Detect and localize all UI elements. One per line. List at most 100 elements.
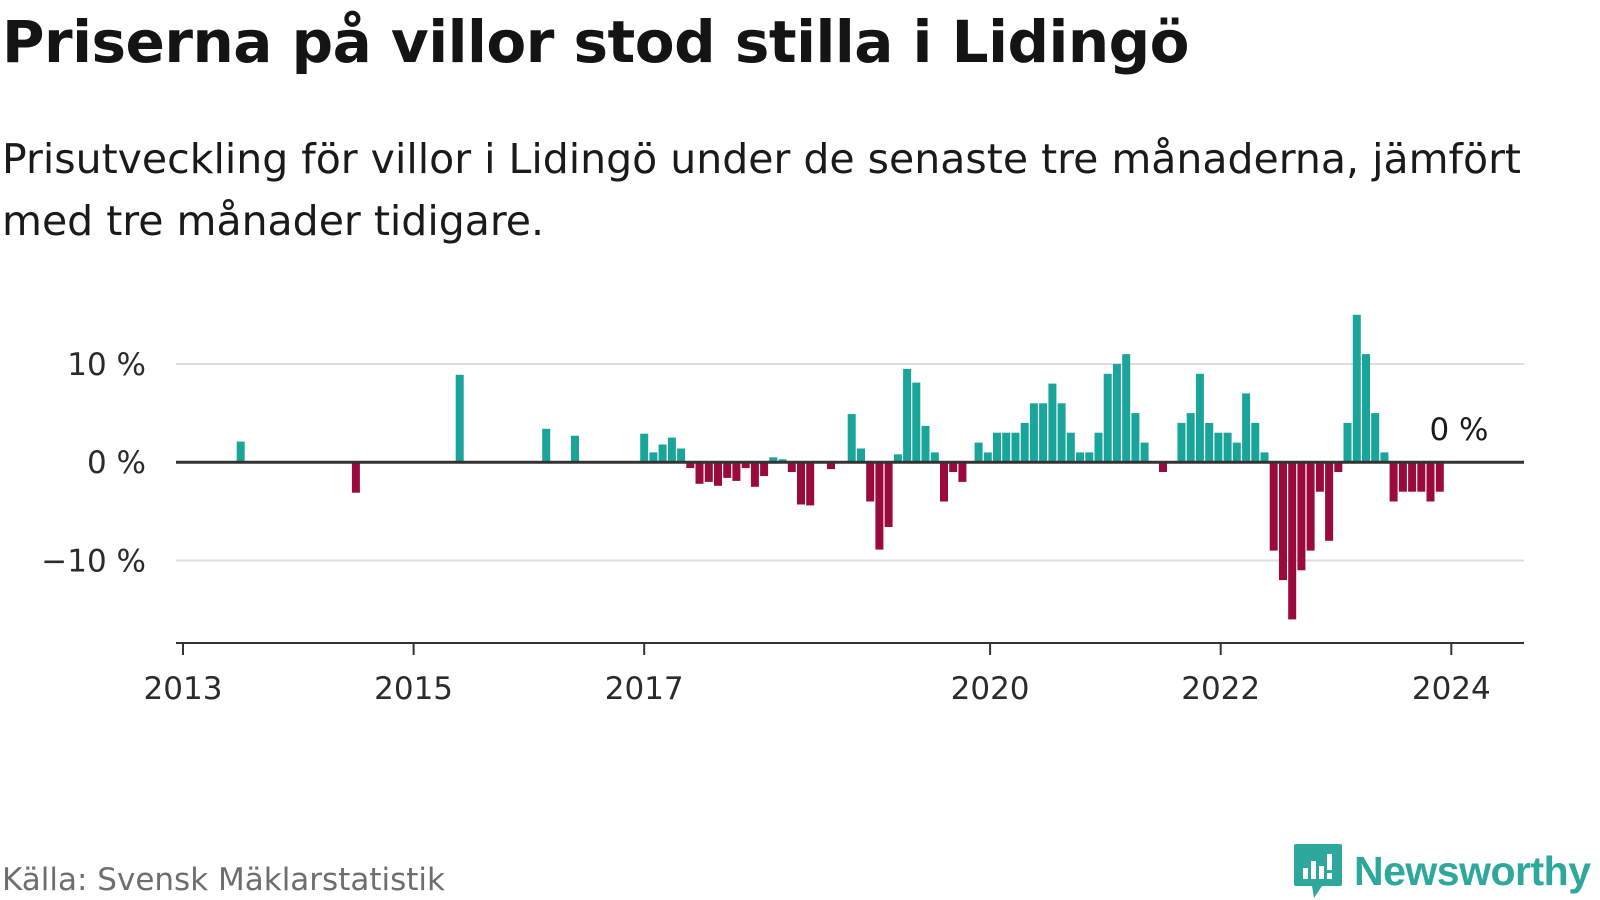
bar <box>714 462 722 486</box>
axes <box>176 460 1524 655</box>
chart-subtitle: Prisutveckling för villor i Lidingö unde… <box>2 135 1522 245</box>
bars <box>236 314 1444 620</box>
bar <box>704 462 713 482</box>
bar <box>1112 364 1121 463</box>
bar <box>1177 422 1186 463</box>
bar <box>1242 393 1251 463</box>
bar <box>1223 432 1232 463</box>
bar <box>455 374 464 463</box>
bar <box>1085 452 1094 463</box>
bar <box>847 414 856 463</box>
bar <box>884 462 893 527</box>
newsworthy-logo: Newsworthy <box>1292 842 1591 900</box>
bar <box>1195 373 1204 463</box>
x-tick-label: 2020 <box>951 671 1030 707</box>
bar <box>741 462 750 469</box>
bar <box>571 435 579 463</box>
bar <box>1380 452 1389 463</box>
bar <box>1408 462 1417 492</box>
bar <box>875 462 884 550</box>
bar <box>983 452 992 463</box>
bar <box>930 452 939 463</box>
y-tick-label: 0 % <box>87 445 146 481</box>
last-value-label: 0 % <box>1429 412 1488 448</box>
bar <box>1002 432 1011 463</box>
x-tick-label: 2013 <box>144 671 223 707</box>
bar <box>542 428 551 463</box>
bar <box>1334 462 1343 472</box>
bar <box>1435 462 1444 492</box>
bar <box>1260 452 1269 463</box>
bar <box>958 462 967 482</box>
bar <box>1251 422 1260 463</box>
bar <box>1325 462 1334 541</box>
bar <box>1352 314 1361 463</box>
bar <box>686 462 695 469</box>
bar <box>695 462 704 484</box>
y-tick-label: −10 % <box>41 543 146 579</box>
bar <box>640 433 649 463</box>
bar <box>974 442 983 463</box>
bar <box>1029 403 1038 463</box>
bar <box>1103 373 1112 463</box>
bar <box>921 425 930 463</box>
x-tick-label: 2017 <box>605 671 684 707</box>
bar <box>351 462 360 493</box>
bar <box>1066 432 1075 463</box>
bar <box>1039 403 1048 463</box>
bar <box>797 462 805 505</box>
x-tick-label: 2015 <box>374 671 453 707</box>
bar <box>750 462 759 487</box>
bar <box>1076 452 1084 463</box>
bar <box>949 462 958 472</box>
bar <box>236 441 245 463</box>
bar <box>1389 462 1398 502</box>
bar <box>1288 462 1297 620</box>
bar <box>1048 383 1057 463</box>
bar <box>1057 403 1066 463</box>
bar <box>760 462 769 476</box>
bar <box>866 462 875 502</box>
bar <box>1417 462 1426 492</box>
bar <box>1315 462 1324 492</box>
bar <box>1269 462 1278 551</box>
bar <box>677 448 686 463</box>
bar <box>993 432 1001 463</box>
bar <box>723 462 732 478</box>
bar <box>658 444 667 463</box>
bar <box>1426 462 1435 502</box>
bar <box>1020 422 1029 463</box>
bar <box>649 452 658 463</box>
chart-title: Priserna på villor stod stilla i Lidingö <box>2 8 1190 76</box>
bar <box>903 368 912 463</box>
bar <box>732 462 741 481</box>
bar <box>827 462 835 470</box>
bar <box>1159 462 1167 472</box>
bar <box>1297 462 1306 571</box>
bar <box>1122 354 1131 463</box>
source-note: Källa: Svensk Mäklarstatistik <box>2 862 445 898</box>
bar <box>1186 413 1195 463</box>
x-tick-label: 2022 <box>1181 671 1260 707</box>
bar <box>857 448 865 463</box>
bar <box>1362 354 1370 463</box>
bar <box>1011 432 1020 463</box>
newsworthy-logo-icon <box>1294 844 1342 898</box>
bar <box>1205 422 1214 463</box>
x-tick-label: 2024 <box>1412 671 1491 707</box>
bar <box>1232 442 1241 463</box>
y-tick-label: 10 % <box>67 347 146 383</box>
bar <box>1306 462 1315 551</box>
bar <box>1131 413 1140 463</box>
bar <box>1398 462 1407 492</box>
bar <box>1343 422 1352 463</box>
bar <box>912 382 921 463</box>
bar <box>1279 462 1287 581</box>
bar <box>787 462 796 472</box>
bar <box>1140 442 1149 463</box>
bar <box>893 454 902 463</box>
bar <box>1371 413 1380 463</box>
bar <box>806 462 815 506</box>
bar <box>667 437 676 463</box>
